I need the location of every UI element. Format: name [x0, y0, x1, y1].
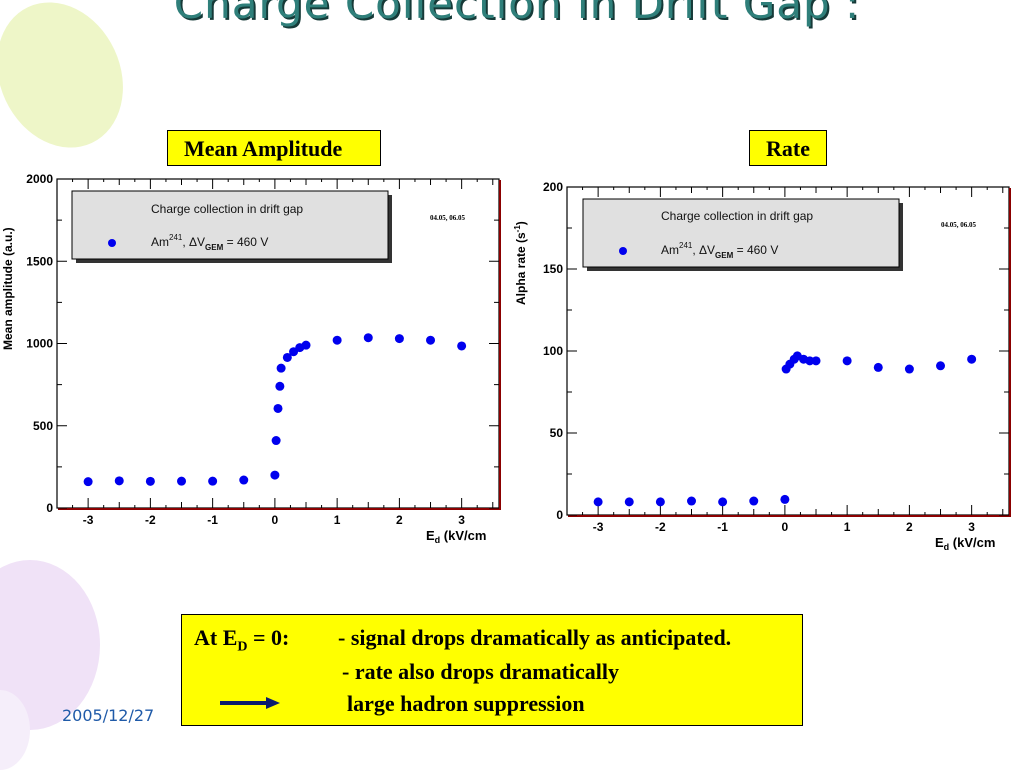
legend-marker — [108, 239, 116, 247]
conclusion-line-2: - rate also drops dramatically — [342, 659, 620, 684]
conclusion-prefix: At ED = 0: — [194, 625, 290, 655]
data-point — [276, 363, 286, 373]
data-point — [275, 381, 285, 391]
x-tick-label: 1 — [844, 520, 851, 534]
data-point — [904, 364, 914, 374]
legend-entry: Am241, ΔVGEM = 460 V — [661, 241, 778, 260]
data-point — [457, 341, 467, 351]
y-tick-label: 1000 — [26, 337, 53, 351]
data-point — [936, 361, 946, 371]
data-point — [282, 352, 292, 362]
x-tick-label: 3 — [458, 513, 465, 527]
x-axis-label: Ed (kV/cm — [426, 528, 486, 545]
data-point — [271, 436, 281, 446]
x-tick-label: 2 — [396, 513, 403, 527]
mean-amplitude-chart: Charge collection in drift gap Am241, ΔV… — [1, 172, 501, 545]
legend-title: Charge collection in drift gap — [151, 202, 303, 216]
y-tick-label: 0 — [46, 501, 53, 515]
data-point — [624, 497, 634, 507]
rate-chart: Charge collection in drift gap Am241, ΔV… — [513, 180, 1011, 552]
y-tick-labels: 0 500 1000 1500 2000 — [26, 172, 53, 515]
y-tick-label: 1500 — [26, 254, 53, 268]
data-point — [842, 356, 852, 366]
data-point — [811, 356, 821, 366]
x-tick-label: -2 — [655, 520, 666, 534]
data-point — [114, 476, 124, 486]
y-tick-label: 100 — [543, 344, 563, 358]
y-tick-label: 50 — [550, 426, 564, 440]
data-point — [426, 335, 436, 345]
x-tick-label: 3 — [968, 520, 975, 534]
conclusion-line-3: large hadron suppression — [347, 691, 585, 716]
y-tick-label: 150 — [543, 262, 563, 276]
data-point — [301, 340, 311, 350]
legend: Charge collection in drift gap Am241, ΔV… — [71, 190, 392, 263]
data-points — [83, 333, 467, 487]
legend-box — [582, 198, 900, 268]
data-point — [239, 475, 249, 485]
x-axis-label: Ed (kV/cm — [935, 535, 995, 552]
conclusion-line-1: - signal drops dramatically as anticipat… — [338, 625, 732, 650]
data-point — [780, 494, 790, 504]
data-point — [273, 403, 283, 413]
x-tick-label: -1 — [717, 520, 728, 534]
tick-marks — [56, 178, 499, 509]
data-point — [687, 496, 697, 506]
data-point — [718, 497, 728, 507]
x-tick-label: 0 — [782, 520, 789, 534]
y-axis-label: Alpha rate (s-1) — [513, 221, 528, 305]
data-point — [177, 476, 187, 486]
x-tick-labels: -3 -2 -1 0 1 2 3 — [593, 520, 976, 534]
x-tick-label: -2 — [145, 513, 156, 527]
legend: Charge collection in drift gap Am241, ΔV… — [582, 198, 903, 271]
y-tick-label: 500 — [33, 419, 53, 433]
data-point — [270, 470, 280, 480]
legend-entry: Am241, ΔVGEM = 460 V — [151, 233, 268, 252]
data-point — [749, 496, 759, 506]
x-tick-labels: -3 -2 -1 0 1 2 3 — [83, 513, 466, 527]
data-point — [593, 497, 603, 507]
chart-annotation: 04.05, 06.05 — [430, 214, 466, 222]
x-tick-label: 0 — [272, 513, 279, 527]
data-point — [805, 356, 815, 366]
tick-marks — [566, 186, 1009, 516]
x-tick-label: 2 — [906, 520, 913, 534]
data-point — [83, 477, 93, 487]
slide-date: 2005/12/27 — [62, 706, 155, 725]
rate-label: Rate — [749, 130, 827, 166]
conclusion-box: At ED = 0: - signal drops dramatically a… — [181, 614, 803, 726]
arrow-right-icon — [220, 697, 280, 709]
data-point — [967, 354, 977, 364]
y-axis-label: Mean amplitude (a.u.) — [1, 227, 15, 350]
y-tick-label: 2000 — [26, 172, 53, 186]
data-point — [332, 335, 342, 345]
data-point — [145, 476, 155, 486]
data-point — [363, 333, 373, 343]
legend-marker — [619, 247, 627, 255]
data-point — [208, 476, 218, 486]
x-tick-label: 1 — [334, 513, 341, 527]
data-point — [873, 362, 883, 372]
y-tick-label: 0 — [556, 508, 563, 522]
data-point — [655, 497, 665, 507]
y-tick-label: 200 — [543, 180, 563, 194]
slide-title: Charge Collection in Drift Gap : — [173, 0, 861, 28]
chart-annotation: 04.05, 06.05 — [941, 221, 977, 229]
data-points — [593, 351, 977, 507]
x-tick-label: -3 — [593, 520, 604, 534]
legend-title: Charge collection in drift gap — [661, 209, 813, 223]
mean-amplitude-label: Mean Amplitude — [167, 130, 381, 166]
y-tick-labels: 0 50 100 150 200 — [543, 180, 563, 522]
data-point — [394, 334, 404, 344]
x-tick-label: -1 — [207, 513, 218, 527]
x-tick-label: -3 — [83, 513, 94, 527]
legend-box — [71, 190, 389, 260]
